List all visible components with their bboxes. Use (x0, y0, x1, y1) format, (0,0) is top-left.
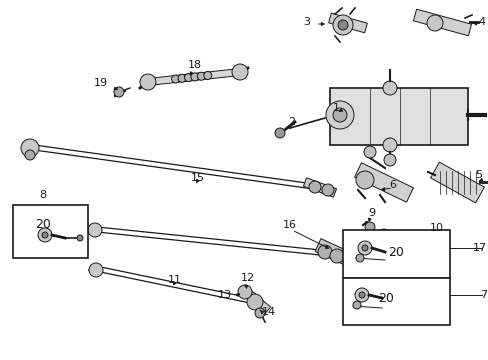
Circle shape (364, 222, 374, 232)
Circle shape (274, 128, 285, 138)
Circle shape (337, 20, 347, 30)
Polygon shape (147, 68, 240, 85)
Text: 15: 15 (191, 173, 204, 183)
Text: 20: 20 (377, 292, 393, 305)
Circle shape (21, 139, 39, 157)
Text: 16: 16 (283, 220, 296, 230)
Circle shape (140, 74, 156, 90)
Circle shape (382, 138, 396, 152)
Circle shape (25, 150, 35, 160)
Text: 10: 10 (429, 223, 443, 233)
Circle shape (178, 74, 185, 82)
Polygon shape (239, 285, 270, 313)
Text: 3: 3 (303, 17, 309, 27)
Text: 2: 2 (287, 117, 294, 127)
Circle shape (383, 154, 395, 166)
Circle shape (352, 301, 360, 309)
Circle shape (426, 15, 442, 31)
Polygon shape (314, 239, 357, 268)
Circle shape (354, 288, 368, 302)
Text: 11: 11 (168, 275, 182, 285)
Text: 4: 4 (478, 17, 485, 27)
Bar (342, 230, 449, 278)
Bar (342, 278, 449, 325)
Text: 1: 1 (332, 103, 339, 113)
Polygon shape (430, 162, 484, 203)
Circle shape (197, 72, 205, 80)
Circle shape (114, 87, 124, 97)
Circle shape (203, 72, 211, 80)
Circle shape (332, 108, 346, 122)
Circle shape (190, 73, 199, 81)
Circle shape (89, 263, 103, 277)
Text: 12: 12 (241, 273, 255, 283)
Polygon shape (412, 9, 470, 36)
Text: 13: 13 (218, 290, 231, 300)
Text: 8: 8 (40, 190, 46, 200)
Text: 20: 20 (387, 246, 403, 258)
Circle shape (357, 241, 371, 255)
Circle shape (308, 181, 320, 193)
Circle shape (254, 308, 264, 318)
Circle shape (361, 245, 367, 251)
Text: 18: 18 (187, 60, 202, 70)
Text: 5: 5 (474, 170, 481, 180)
Circle shape (379, 229, 387, 237)
Text: 7: 7 (479, 290, 486, 300)
Text: 9: 9 (367, 208, 375, 218)
Bar (13, 205, 88, 258)
Text: 20: 20 (35, 219, 51, 231)
Circle shape (325, 101, 353, 129)
Circle shape (382, 81, 396, 95)
Polygon shape (328, 13, 366, 33)
Circle shape (38, 228, 52, 242)
Circle shape (231, 64, 247, 80)
Circle shape (317, 245, 331, 259)
Text: 14: 14 (262, 307, 276, 317)
Circle shape (358, 292, 364, 298)
Circle shape (342, 252, 352, 262)
Circle shape (171, 75, 179, 83)
Circle shape (246, 294, 263, 310)
Text: 17: 17 (472, 243, 486, 253)
Text: 19: 19 (94, 78, 108, 88)
Circle shape (329, 249, 343, 263)
Circle shape (321, 184, 333, 196)
Circle shape (184, 73, 192, 82)
Text: 6: 6 (389, 180, 396, 190)
Bar (329, 88, 467, 145)
Polygon shape (303, 178, 336, 197)
Circle shape (355, 254, 363, 262)
Circle shape (332, 15, 352, 35)
Polygon shape (354, 163, 413, 202)
Circle shape (355, 171, 373, 189)
Circle shape (42, 232, 48, 238)
Circle shape (363, 146, 375, 158)
Circle shape (88, 223, 102, 237)
Circle shape (77, 235, 83, 241)
Circle shape (238, 285, 251, 299)
